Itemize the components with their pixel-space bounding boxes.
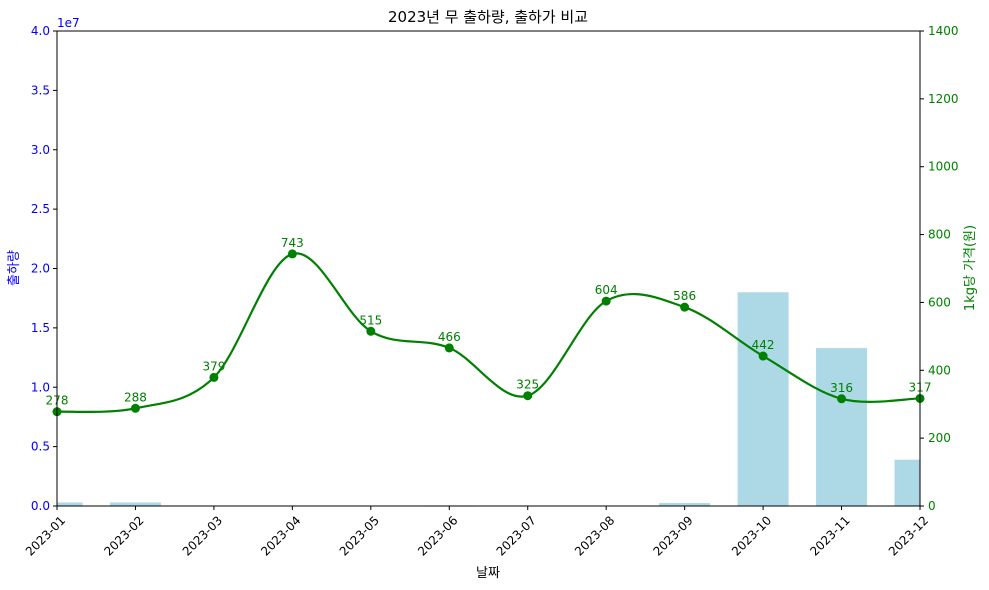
price-data-label: 288 — [124, 390, 147, 404]
left-tick-label: 3.5 — [31, 83, 50, 97]
price-data-label: 604 — [595, 283, 618, 297]
price-point — [601, 296, 611, 306]
left-tick-label: 3.0 — [31, 143, 50, 157]
x-tick-label: 2023-11 — [807, 513, 852, 558]
right-tick-label: 1400 — [928, 24, 959, 38]
left-tick-label: 2.5 — [31, 202, 50, 216]
axes — [56, 30, 921, 507]
x-axis-label: 날짜 — [476, 566, 500, 581]
bar — [659, 503, 711, 506]
price-point — [758, 351, 768, 361]
x-tick-label: 2023-10 — [729, 513, 774, 558]
price-point — [523, 391, 533, 401]
price-point — [130, 403, 140, 413]
y-axis-label-right: 1kg당 가격(원) — [963, 225, 978, 311]
price-data-label: 316 — [830, 381, 853, 395]
x-tick-label: 2023-08 — [572, 513, 617, 558]
right-tick-label: 600 — [928, 295, 951, 309]
offset-text-left: 1e7 — [57, 16, 80, 30]
price-data-label: 379 — [202, 359, 225, 373]
price-line — [56, 252, 921, 414]
left-tick-label: 0.0 — [31, 499, 50, 513]
left-tick-label: 4.0 — [31, 24, 50, 38]
price-point — [680, 302, 690, 312]
right-tick-label: 200 — [928, 431, 951, 445]
price-point — [837, 394, 847, 404]
chart-title: 2023년 무 출하량, 출하가 비교 — [388, 8, 588, 26]
price-data-label: 586 — [673, 289, 696, 303]
y-axis-label-left: 출하량 — [7, 250, 22, 286]
left-tick-label: 0.5 — [31, 440, 50, 454]
right-tick-label: 1000 — [928, 160, 959, 174]
x-tick-label: 2023-12 — [886, 513, 931, 558]
price-data-label: 743 — [281, 236, 304, 250]
left-tick-label: 2.0 — [31, 262, 50, 276]
price-data-label: 442 — [752, 338, 775, 352]
bar-series — [57, 292, 920, 506]
bar — [57, 502, 83, 506]
right-tick-label: 800 — [928, 228, 951, 242]
x-tick-label: 2023-05 — [337, 513, 382, 558]
x-tick-label: 2023-09 — [650, 513, 695, 558]
price-data-label: 466 — [438, 330, 461, 344]
x-tick-label: 2023-06 — [415, 513, 460, 558]
bar — [737, 292, 789, 506]
price-point — [366, 326, 376, 336]
x-tick-label: 2023-04 — [258, 513, 303, 558]
plot-frame — [56, 30, 921, 507]
right-tick-label: 0 — [928, 499, 936, 513]
x-tick-label: 2023-07 — [494, 513, 539, 558]
left-tick-label: 1.0 — [31, 380, 50, 394]
x-tick-label: 2023-02 — [101, 513, 146, 558]
price-point — [209, 372, 219, 382]
bar — [816, 348, 868, 506]
x-tick-label: 2023-01 — [23, 513, 68, 558]
bar — [109, 502, 161, 506]
price-data-label: 515 — [359, 313, 382, 327]
x-tick-label: 2023-03 — [180, 513, 225, 558]
right-tick-label: 400 — [928, 363, 951, 377]
left-tick-label: 1.5 — [31, 321, 50, 335]
bar — [894, 459, 920, 506]
price-data-label: 325 — [516, 378, 539, 392]
price-point — [287, 249, 297, 259]
right-tick-label: 1200 — [928, 92, 959, 106]
price-point — [444, 343, 454, 353]
